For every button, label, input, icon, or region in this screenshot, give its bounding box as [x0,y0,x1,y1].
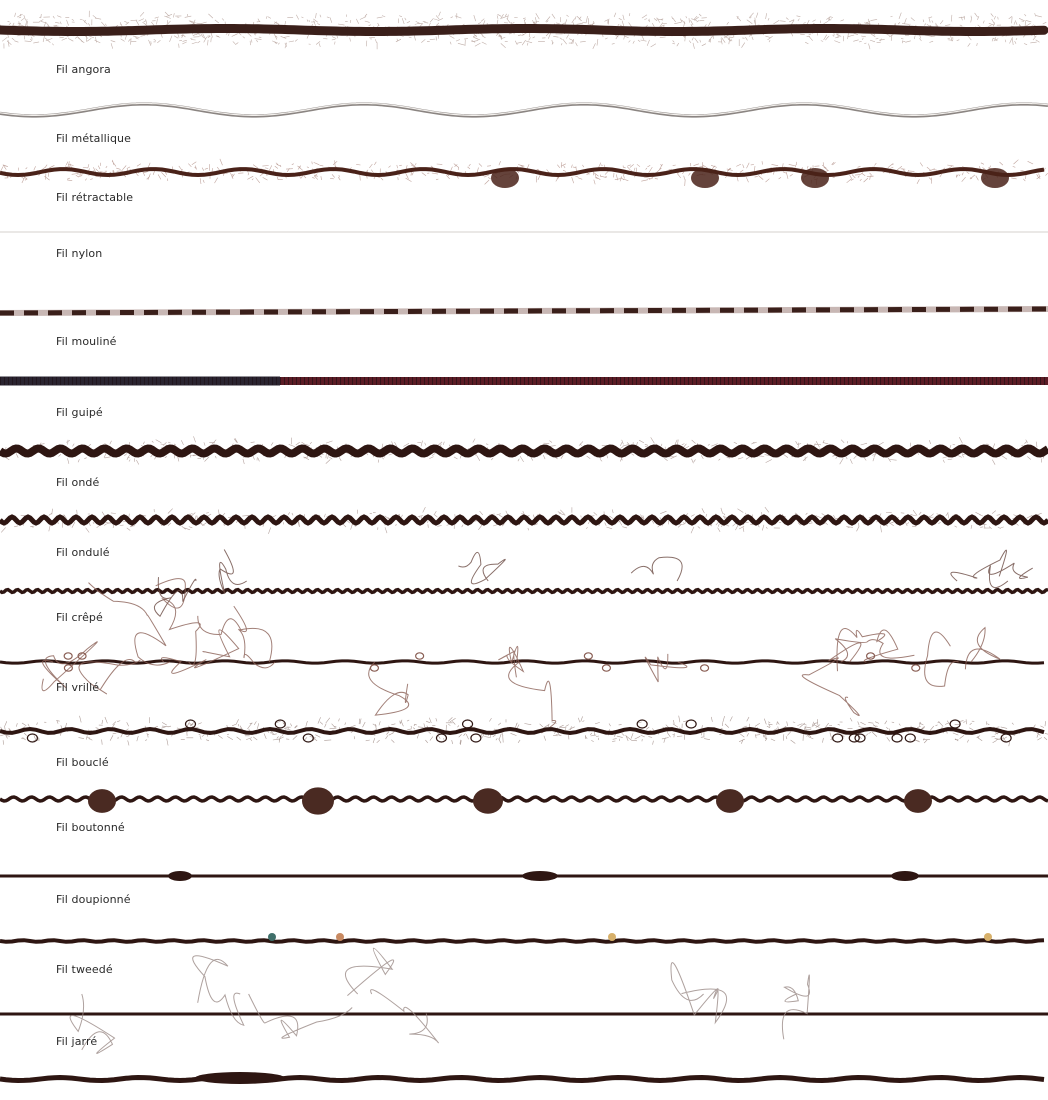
yarn-fleck-2 [608,933,616,941]
yarn-loop-boucle [949,719,961,729]
yarn-loop-boucle [470,733,482,743]
yarn-fleck-1 [336,933,344,941]
yarn-strand-bottom [0,1074,1045,1084]
yarn-loop-boucle [461,719,474,729]
label-crepe: Fil crêpé [56,611,103,624]
yarn-loop-vrille [415,652,425,660]
label-boucle: Fil bouclé [56,756,109,769]
yarn-fleck-3 [984,933,992,941]
yarn-hairs-jarre [69,947,810,1054]
yarn-strand-crepe [0,587,1048,595]
yarn-fleck-0 [268,933,276,941]
yarn-pucker-1 [691,168,719,188]
yarn-loop-boucle [26,733,38,743]
yarn-loop-vrille [911,664,921,672]
yarn-loop-boucle [274,719,286,729]
yarn-knop-2 [473,788,503,814]
label-retractable: Fil rétractable [56,191,134,204]
label-tweede: Fil tweedé [56,963,113,976]
yarn-loop-boucle [854,733,866,743]
yarn-slub-0 [168,871,192,881]
yarn-strand-ondule [0,514,1048,526]
yarn-knop-3 [716,789,744,813]
yarn-loop-boucle [1000,733,1012,743]
yarn-strand-onde [0,444,1048,458]
yarn-strand-tweede [0,938,1045,944]
label-ondule: Fil ondulé [56,546,110,559]
yarn-twist-mouline [0,306,1048,316]
yarn-loop-boucle [891,733,903,743]
yarn-loop-vrille [77,652,87,660]
label-nylon: Fil nylon [56,247,103,260]
label-vrille: Fil vrillé [56,681,100,694]
yarn-slub-1 [522,871,558,881]
yarn-loop-boucle [184,719,197,729]
yarn-curls-vrille [41,578,1001,734]
yarn-sheen-metallique [0,102,1048,116]
yarn-loop-vrille [699,664,710,672]
label-onde: Fil ondé [56,476,100,489]
yarn-strand-vrille [0,659,1045,665]
yarn-strays-crepe [153,549,1033,618]
yarn-loop-boucle [435,733,448,743]
yarn-pucker-0 [491,168,519,188]
yarn-loop-vrille [63,664,73,672]
yarn-pucker-2 [801,168,829,188]
yarn-loop-vrille [369,664,380,672]
yarn-pucker-3 [981,168,1009,188]
yarn-slub-2 [891,871,919,881]
yarn-loop-boucle [636,719,648,729]
yarn-loop-boucle [302,733,314,743]
label-guipe: Fil guipé [56,406,103,419]
label-angora: Fil angora [56,63,111,76]
yarn-loop-boucle [904,733,916,743]
label-mouline: Fil mouliné [56,335,117,348]
yarn-knop-4 [904,789,932,813]
label-doupionne: Fil doupionné [56,893,131,906]
yarn-strand-angora [0,24,1048,36]
yarn-slub-bottom [195,1072,285,1084]
yarn-loop-boucle [848,733,860,743]
yarn-strand-boutonne [0,795,1048,803]
yarn-loop-boucle [685,719,697,729]
yarn-strand-boucle [0,726,1045,736]
yarn-strand-retractable [0,167,1045,178]
label-jarre: Fil jarré [56,1035,98,1048]
yarn-loop-vrille [63,652,73,660]
yarn-knop-1 [302,787,334,815]
yarn-loop-vrille [865,652,876,660]
label-boutonne: Fil boutonné [56,821,125,834]
yarn-loop-boucle [832,733,844,743]
label-metallique: Fil métallique [56,132,131,145]
yarn-knop-0 [88,789,116,813]
yarn-loop-vrille [601,664,612,672]
yarn-loop-vrille [583,652,593,660]
